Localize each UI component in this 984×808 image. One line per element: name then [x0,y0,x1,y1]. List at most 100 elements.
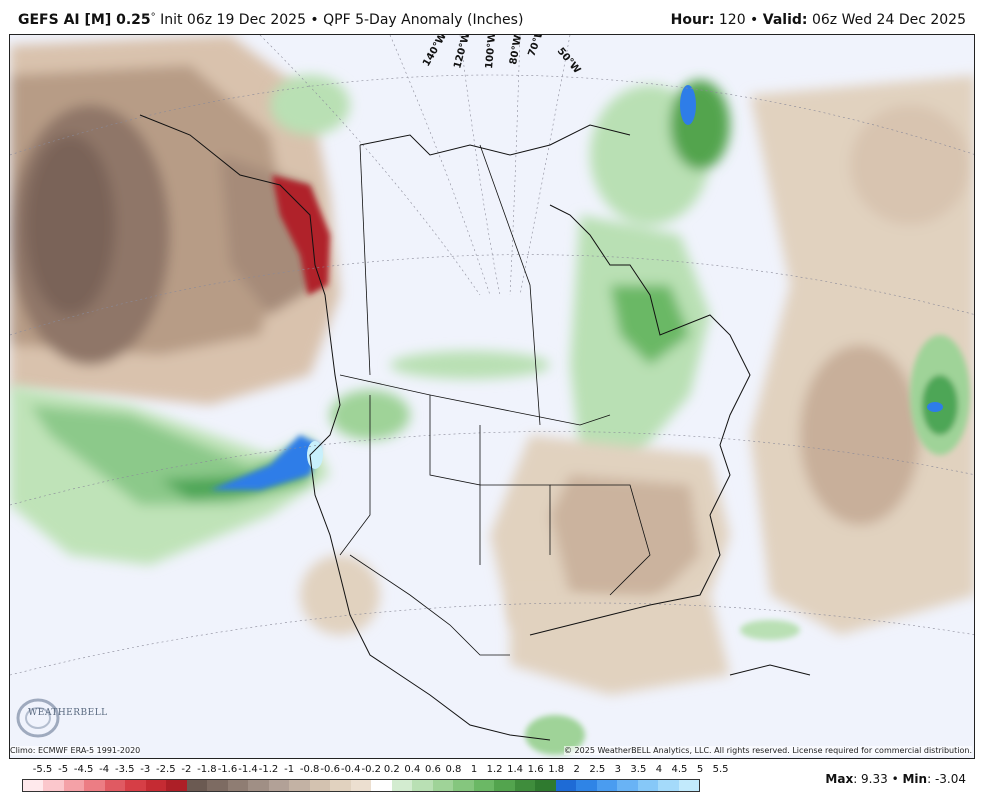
degree-symbol: ° [150,12,156,23]
legend-tick-label: -5.5 [32,764,53,775]
legend-tick-label: 0.6 [424,764,441,775]
init-description: Init 06z 19 Dec 2025 • QPF 5-Day Anomaly… [155,12,524,28]
climo-note: Climo: ECMWF ERA-5 1991-2020 [10,746,141,755]
legend-swatch [432,780,454,791]
legend-tick-label: 4 [655,764,663,775]
legend-swatch [207,780,228,791]
legend-swatch [391,780,413,791]
legend-tick-label: -3 [140,764,151,775]
quebec-wet [570,80,730,465]
legend-tick-label: 4.5 [671,764,688,775]
lon-label-80w: 80°W [508,35,524,66]
central-america-wet [525,620,800,755]
legend-tick-label: 1.4 [507,764,524,775]
legend-swatch [514,780,536,791]
legend-swatch [371,780,392,791]
legend-swatch [330,780,351,791]
legend-tick-label: 5.5 [712,764,729,775]
legend-tick-label: 2 [573,764,580,775]
copyright-note: © 2025 WeatherBELL Analytics, LLC. All r… [564,746,972,755]
legend-tick-label: -5 [58,764,69,775]
valid-value: 06z Wed 24 Dec 2025 [807,12,966,28]
legend-swatch [227,780,249,791]
coastlines [139,114,811,741]
legend-tick-label: 2.5 [589,764,606,775]
legend-swatch [104,780,126,791]
legend-tick-label: 0.2 [383,764,400,775]
legend-tick-label: -1.4 [238,764,258,775]
max-value: : 9.33 • [853,772,903,786]
legend-swatch [350,780,372,791]
legend-tick-label: -3.5 [114,764,135,775]
legend-tick-label: -2.5 [156,764,176,775]
min-value: : -3.04 [927,772,966,786]
legend-tick-label: -0.4 [340,764,361,775]
pacific-dry-anomaly [10,35,340,405]
legend-tick-label: -1.8 [197,764,217,775]
legend-tick-label: -1.6 [217,764,238,775]
legend-swatch [125,780,146,791]
map-title: GEFS AI [M] 0.25° Init 06z 19 Dec 2025 •… [18,12,523,28]
color-legend-bar [22,779,700,792]
legend-tick-label: 1.6 [527,764,544,775]
political-borders [339,144,651,656]
legend-swatch [248,780,269,791]
legend-swatch [186,780,208,791]
legend-swatch [637,780,659,791]
legend-swatch [268,780,290,791]
legend-tick-label: -2 [181,764,192,775]
legend-tick-label: 5 [696,764,704,775]
legend-swatch [63,780,85,791]
legend-swatch [289,780,310,791]
legend-tick-label: 1 [470,764,478,775]
atlantic-wet-patch [910,335,970,455]
legend-swatch [145,780,167,791]
legend-swatch [453,780,474,791]
legend-tick-label: 1.2 [486,764,503,775]
legend-tick-label: -4.5 [73,764,94,775]
legend-swatch [596,780,618,791]
weatherbell-logo: WEATHERBELL [14,696,107,740]
legend-swatch [535,780,556,791]
legend-swatch [473,780,495,791]
legend-swatch [166,780,187,791]
legend-tick-label: -0.2 [361,764,382,775]
max-min-stats: Max: 9.33 • Min: -3.04 [825,772,966,786]
legend-swatch [43,780,64,791]
greenland-max-precip [680,85,696,125]
legend-swatch [23,780,44,791]
legend-swatch [555,780,577,791]
legend-swatch [412,780,433,791]
color-legend-labels: -5.5 -5 -4.5 -4 -3.5 -3 -2.5 -2 -1.8 -1.6 -1.4 -1.2… [18,764,729,778]
max-label: Max [825,772,854,786]
atlantic-dry [750,75,974,635]
color-legend: -5.5 -5 -4.5 -4 -3.5 -3 -2.5 -2 -1.8 -1.6 -1.4 -1.2… [18,764,729,794]
legend-tick-label: -1 [284,764,295,775]
lon-label-100w: 100°W [484,35,498,69]
gulf-dry [300,555,730,695]
hour-value: 120 • [714,12,763,28]
legend-swatch [658,780,679,791]
legend-tick-label: 3.5 [630,764,647,775]
legend-swatch [494,780,515,791]
precip-anomaly-map: 140°W 120°W 100°W 80°W 70°W 50°W [10,35,974,758]
min-label: Min [902,772,928,786]
legend-tick-label: -0.8 [299,764,320,775]
legend-swatch [84,780,105,791]
atlantic-max-precip [927,402,943,412]
legend-swatch [576,780,597,791]
california-heavy-precip [210,435,320,490]
legend-swatch [678,780,699,791]
legend-tick-label: 0.4 [404,764,421,775]
map-header: GEFS AI [M] 0.25° Init 06z 19 Dec 2025 •… [0,0,984,34]
valid-label: Valid: [762,12,808,28]
model-name: GEFS AI [M] 0.25 [18,12,151,28]
legend-tick-label: -1.2 [258,764,279,775]
legend-tick-label: 3 [614,764,621,775]
hour-label: Hour: [670,12,715,28]
logo-text: WEATHERBELL [28,708,108,718]
legend-swatch [309,780,331,791]
legend-swatch [617,780,638,791]
legend-tick-label: -0.6 [320,764,340,775]
legend-tick-label: -4 [99,764,110,775]
